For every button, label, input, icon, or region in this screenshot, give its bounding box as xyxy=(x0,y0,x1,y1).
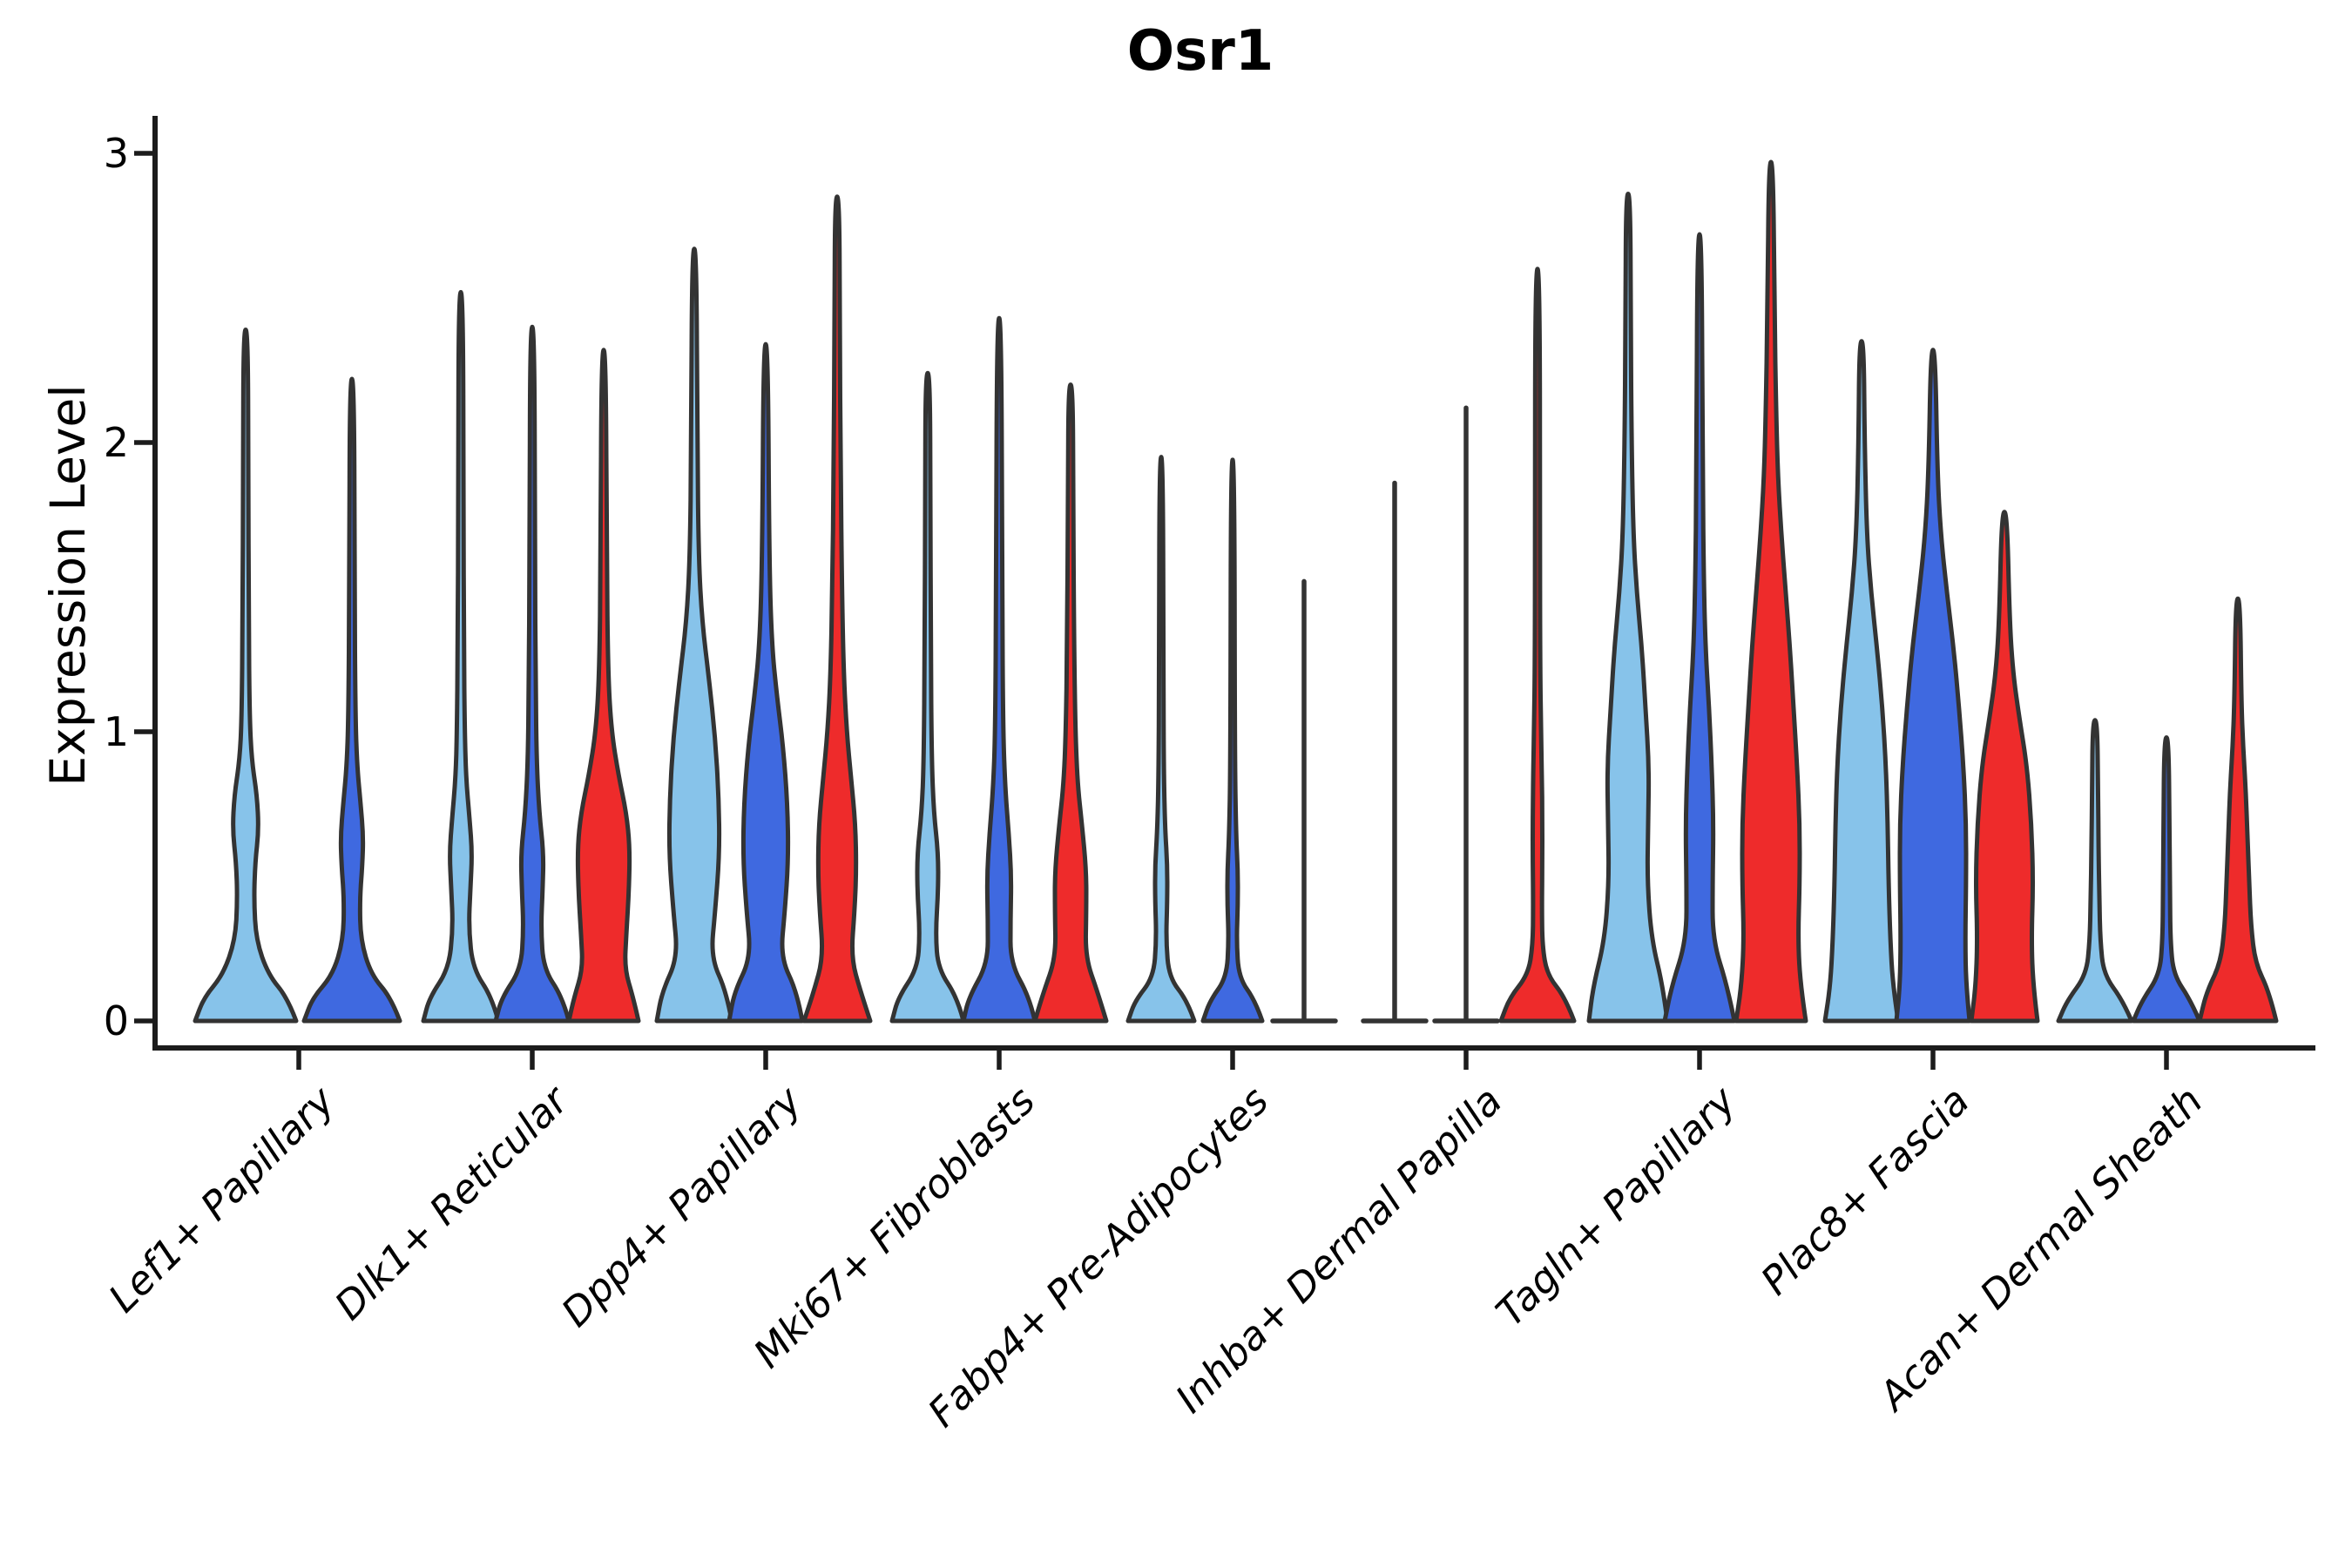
y-tick-label-2: 2 xyxy=(103,419,129,466)
violin-mki67-fibroblasts-red xyxy=(1032,382,1109,1024)
axes xyxy=(134,116,2315,1070)
violin-tagln-papillary-royal-blue xyxy=(1662,232,1737,1024)
violin-acan-dermal-sheath-red xyxy=(2197,596,2279,1024)
violin-mki67-fibroblasts-light-blue xyxy=(889,370,966,1024)
y-tick-label-0: 0 xyxy=(103,997,129,1044)
violin-acan-dermal-sheath-royal-blue xyxy=(2131,735,2202,1024)
violin-acan-dermal-sheath-light-blue xyxy=(2056,718,2134,1024)
violin-inhba-dermal-papilla-royal-blue xyxy=(1432,405,1500,1024)
violin-plac8-fascia-royal-blue xyxy=(1894,348,1972,1024)
y-tick-label-3: 3 xyxy=(103,130,129,177)
violin-lef1-papillary-royal-blue xyxy=(301,376,402,1024)
violin-mki67-fibroblasts-royal-blue xyxy=(961,315,1037,1024)
violin-tagln-papillary-red xyxy=(1734,159,1808,1024)
violin-dpp4-papillary-red xyxy=(801,194,873,1024)
violin-fabp4-pre-adipocytes-royal-blue xyxy=(1200,457,1265,1024)
violins xyxy=(193,159,2279,1024)
violin-lef1-papillary-light-blue xyxy=(193,328,299,1024)
violin-inhba-dermal-papilla-light-blue xyxy=(1361,480,1429,1024)
violin-dlk1-reticular-royal-blue xyxy=(493,324,571,1024)
violin-dlk1-reticular-red xyxy=(566,348,641,1024)
violin-fabp4-pre-adipocytes-light-blue xyxy=(1125,455,1197,1024)
violin-inhba-dermal-papilla-red xyxy=(1498,267,1577,1024)
violin-tagln-papillary-light-blue xyxy=(1586,192,1670,1024)
violin-plac8-fascia-red xyxy=(1969,510,2040,1024)
chart-title: Osr1 xyxy=(1126,19,1274,84)
violin-plac8-fascia-light-blue xyxy=(1822,339,1901,1024)
violin-dlk1-reticular-light-blue xyxy=(421,289,501,1024)
violin-dpp4-papillary-royal-blue xyxy=(727,341,805,1024)
violin-dpp4-papillary-light-blue xyxy=(654,247,734,1024)
y-tick-label-1: 1 xyxy=(103,708,129,755)
violin-fabp4-pre-adipocytes-red xyxy=(1270,578,1338,1024)
